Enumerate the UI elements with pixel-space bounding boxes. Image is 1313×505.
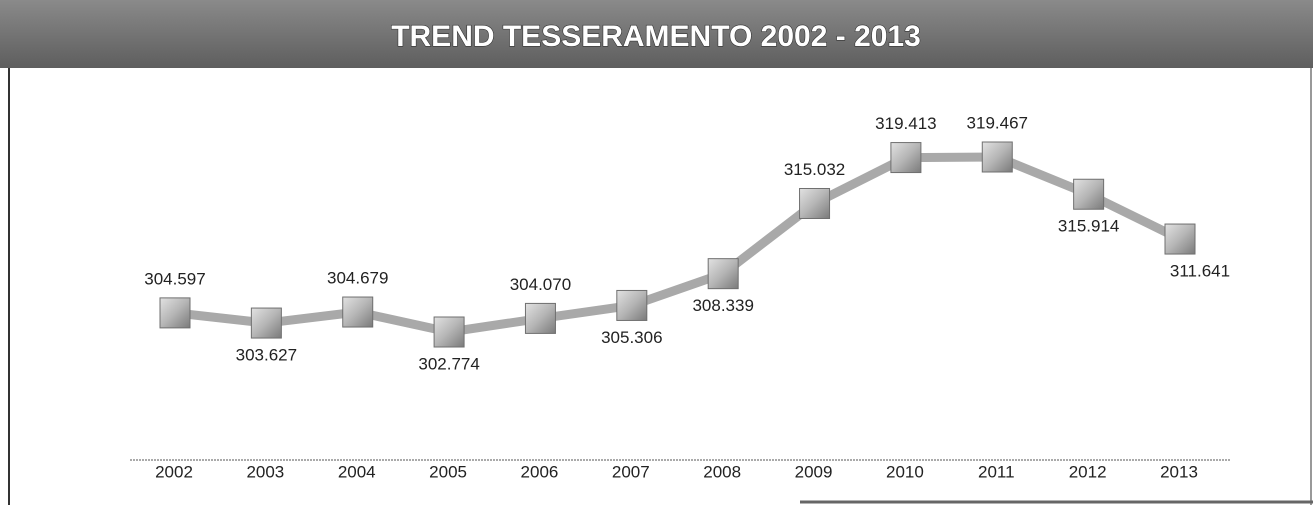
x-tick-label: 2010 — [886, 462, 924, 481]
chart-title: TREND TESSERAMENTO 2002 - 2013 — [391, 20, 921, 53]
data-label: 308.339 — [692, 296, 753, 315]
data-label: 304.070 — [510, 275, 571, 294]
x-tick-label: 2011 — [978, 462, 1015, 481]
marker — [159, 297, 191, 329]
title-bar — [0, 0, 1313, 68]
marker — [616, 289, 648, 321]
marker — [1073, 178, 1105, 210]
marker — [1164, 223, 1196, 255]
x-tick-label: 2004 — [338, 462, 376, 481]
series-line — [174, 152, 1182, 337]
marker — [433, 316, 465, 348]
data-label: 315.032 — [784, 160, 845, 179]
data-label: 302.774 — [418, 354, 479, 373]
x-tick-label: 2013 — [1160, 462, 1198, 481]
marker — [250, 307, 282, 339]
x-tick-label: 2007 — [612, 462, 650, 481]
data-label: 315.914 — [1058, 217, 1119, 236]
data-label: 319.413 — [875, 114, 936, 133]
x-tick-label: 2009 — [795, 462, 833, 481]
x-tick-label: 2012 — [1069, 462, 1107, 481]
x-tick-label: 2005 — [429, 462, 467, 481]
marker — [707, 258, 739, 290]
marker — [981, 141, 1013, 173]
marker — [890, 142, 922, 174]
data-label: 304.597 — [144, 269, 205, 288]
data-label: 319.467 — [967, 113, 1028, 132]
x-tick-label: 2002 — [155, 462, 193, 481]
x-tick-label: 2008 — [703, 462, 741, 481]
marker — [799, 187, 831, 219]
data-label: 305.306 — [601, 328, 662, 347]
data-label: 311.641 — [1170, 262, 1230, 281]
data-label: 304.679 — [327, 269, 388, 288]
data-label: 303.627 — [236, 346, 297, 365]
marker — [524, 302, 556, 334]
x-tick-label: 2006 — [521, 462, 559, 481]
x-tick-label: 2003 — [246, 462, 284, 481]
marker — [342, 296, 374, 328]
